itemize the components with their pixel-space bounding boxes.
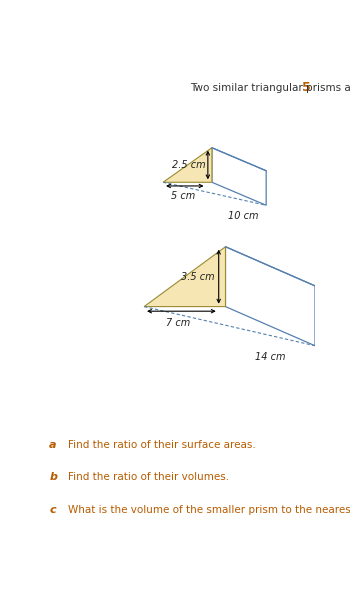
Polygon shape: [163, 148, 212, 182]
Text: Find the ratio of their surface areas.: Find the ratio of their surface areas.: [68, 440, 256, 450]
Text: 5 cm: 5 cm: [171, 191, 196, 202]
Text: 2.5 cm: 2.5 cm: [172, 160, 205, 170]
Text: 5: 5: [302, 81, 311, 94]
Text: 10 cm: 10 cm: [228, 211, 258, 221]
Polygon shape: [212, 148, 266, 205]
Text: Two similar triangular prisms are shown below.: Two similar triangular prisms are shown …: [190, 83, 350, 93]
Text: Find the ratio of their volumes.: Find the ratio of their volumes.: [68, 472, 229, 483]
Polygon shape: [144, 247, 225, 307]
Text: 7 cm: 7 cm: [166, 318, 190, 328]
Text: What is the volume of the smaller prism to the nearest cm³?: What is the volume of the smaller prism …: [68, 505, 350, 515]
Text: a: a: [49, 440, 57, 450]
Text: 14 cm: 14 cm: [255, 352, 286, 362]
Polygon shape: [225, 247, 315, 346]
Text: c: c: [49, 505, 56, 515]
Text: 3.5 cm: 3.5 cm: [181, 271, 215, 282]
Text: b: b: [49, 472, 57, 483]
